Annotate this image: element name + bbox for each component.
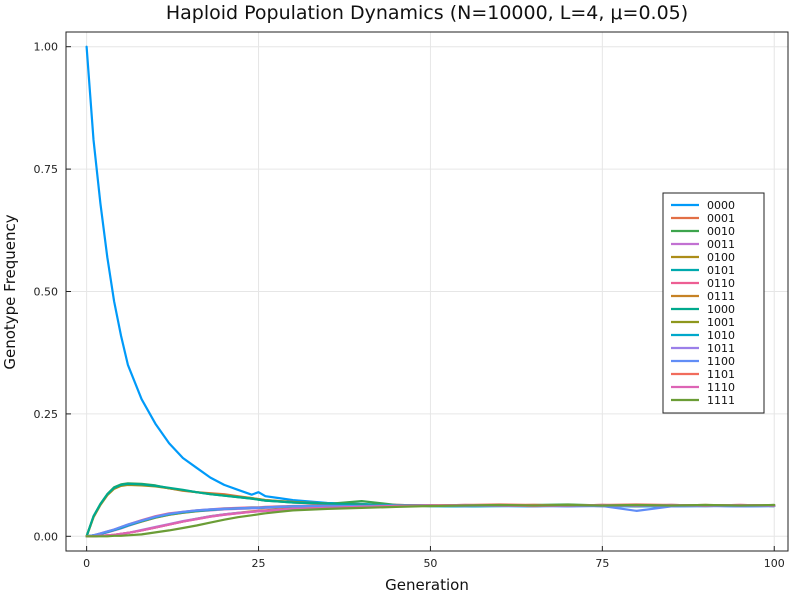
x-tick-label: 50 <box>423 557 437 570</box>
x-tick-label: 75 <box>595 557 609 570</box>
legend-entry-label: 1010 <box>707 329 735 342</box>
legend-entry-label: 0110 <box>707 277 735 290</box>
y-axis-label: Genotype Frequency <box>1 214 19 369</box>
legend-entry-label: 0100 <box>707 251 735 264</box>
grid-lines <box>66 32 788 551</box>
legend-entry-label: 1111 <box>707 394 735 407</box>
x-tick-label: 0 <box>83 557 90 570</box>
legend-entry-label: 1001 <box>707 316 735 329</box>
y-tick-label: 0.50 <box>34 286 59 299</box>
y-tick-label: 0.00 <box>34 530 59 543</box>
y-tick-label: 1.00 <box>34 41 59 54</box>
legend-entry-label: 1100 <box>707 355 735 368</box>
axis-ticks: 0 25 50 75 100 0.00 0.25 0.50 0.75 1.00 <box>34 41 785 570</box>
legend-box <box>662 192 765 414</box>
legend-entry-label: 1110 <box>707 381 735 394</box>
legend-entry-label: 1011 <box>707 342 735 355</box>
x-tick-label: 100 <box>764 557 785 570</box>
legend-entry-label: 1000 <box>707 303 735 316</box>
legend-entry-label: 0111 <box>707 290 735 303</box>
legend-entry-label: 0001 <box>707 212 735 225</box>
legend: 0000000100100011010001010110011110001001… <box>662 192 765 414</box>
legend-entry-label: 0101 <box>707 264 735 277</box>
y-tick-label: 0.75 <box>34 163 59 176</box>
y-tick-label: 0.25 <box>34 408 59 421</box>
legend-entry-label: 0011 <box>707 238 735 251</box>
chart-title: Haploid Population Dynamics (N=10000, L=… <box>166 2 688 24</box>
series-lines <box>85 45 776 538</box>
x-tick-label: 25 <box>252 557 266 570</box>
series-line-1111 <box>85 503 776 538</box>
x-axis-label: Generation <box>385 576 469 594</box>
legend-entry-label: 1101 <box>707 368 735 381</box>
legend-entry-label: 0010 <box>707 225 735 238</box>
legend-entry-label: 0000 <box>707 199 735 212</box>
